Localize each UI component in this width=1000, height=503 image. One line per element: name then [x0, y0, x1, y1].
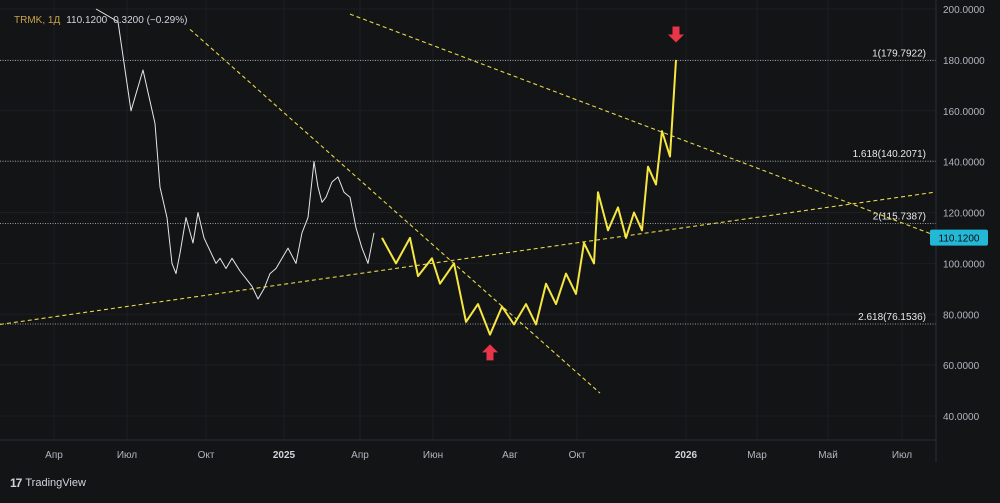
fibonacci-levels: 1(179.7922) 1.618(140.2071) 2(115.7387) 2.6…: [0, 48, 936, 325]
last-price-badge: 110.1200: [930, 229, 988, 246]
price-tick-label: 60.0000: [943, 361, 980, 372]
grid-lines: [0, 0, 936, 440]
time-tick-label: Июл: [117, 450, 137, 461]
symbol-header: TRMK, 1Д 110.1200 0.3200 (−0.29%): [14, 15, 187, 26]
time-tick-label: Окт: [198, 450, 215, 461]
dashed-trendline: [0, 191, 936, 325]
time-tick-label: Авг: [502, 450, 518, 461]
tradingview-logo-icon: 17: [10, 476, 22, 490]
time-tick-label: 2025: [273, 450, 296, 461]
fib-level-label: 1.618(140.2071): [853, 149, 926, 160]
last-price: 110.1200: [66, 15, 108, 26]
projected-price-path: [381, 59, 677, 336]
dashed-trendline: [349, 13, 936, 236]
time-tick-label: 2026: [675, 450, 698, 461]
price-tick-label: 120.0000: [943, 209, 985, 220]
arrow-annotations: [482, 26, 684, 361]
price-tick-label: 160.0000: [943, 107, 985, 118]
time-tick-label: Окт: [569, 450, 586, 461]
time-tick-label: Июн: [423, 450, 443, 461]
fib-level-label: 2(115.7387): [873, 211, 926, 222]
time-tick-label: Июл: [892, 450, 912, 461]
price-tick-label: 80.0000: [943, 310, 980, 321]
last-price-badge-bg: [930, 229, 988, 246]
price-tick-label: 180.0000: [943, 56, 985, 67]
time-axis[interactable]: Апр Июл Окт 2025 Апр Июн Авг Окт 2026 Мар Май Июл: [0, 439, 936, 461]
trendlines: [0, 13, 936, 394]
arrow-up-icon: [482, 344, 498, 361]
historical-price-line: [95, 8, 375, 300]
price-tick-label: 100.0000: [943, 259, 985, 270]
tradingview-brand[interactable]: 17 TradingView: [10, 476, 86, 490]
symbol-name[interactable]: TRMK, 1Д: [14, 15, 61, 26]
price-tick-label: 140.0000: [943, 158, 985, 169]
price-change: 0.3200 (−0.29%): [113, 15, 188, 26]
price-tick-label: 200.0000: [943, 5, 985, 16]
time-tick-label: Май: [818, 450, 838, 461]
time-tick-label: Мар: [747, 450, 767, 461]
price-series: [95, 8, 677, 336]
brand-name: TradingView: [25, 477, 86, 489]
time-tick-label: Апр: [351, 450, 369, 461]
time-tick-label: Апр: [45, 450, 63, 461]
last-price-badge-label: 110.1200: [939, 234, 980, 245]
fib-level-label: 1(179.7922): [872, 48, 926, 59]
fib-level-label: 2.618(76.1536): [858, 312, 926, 323]
dashed-trendline: [189, 28, 601, 394]
price-tick-label: 40.0000: [943, 412, 980, 423]
arrow-down-icon: [668, 26, 684, 43]
